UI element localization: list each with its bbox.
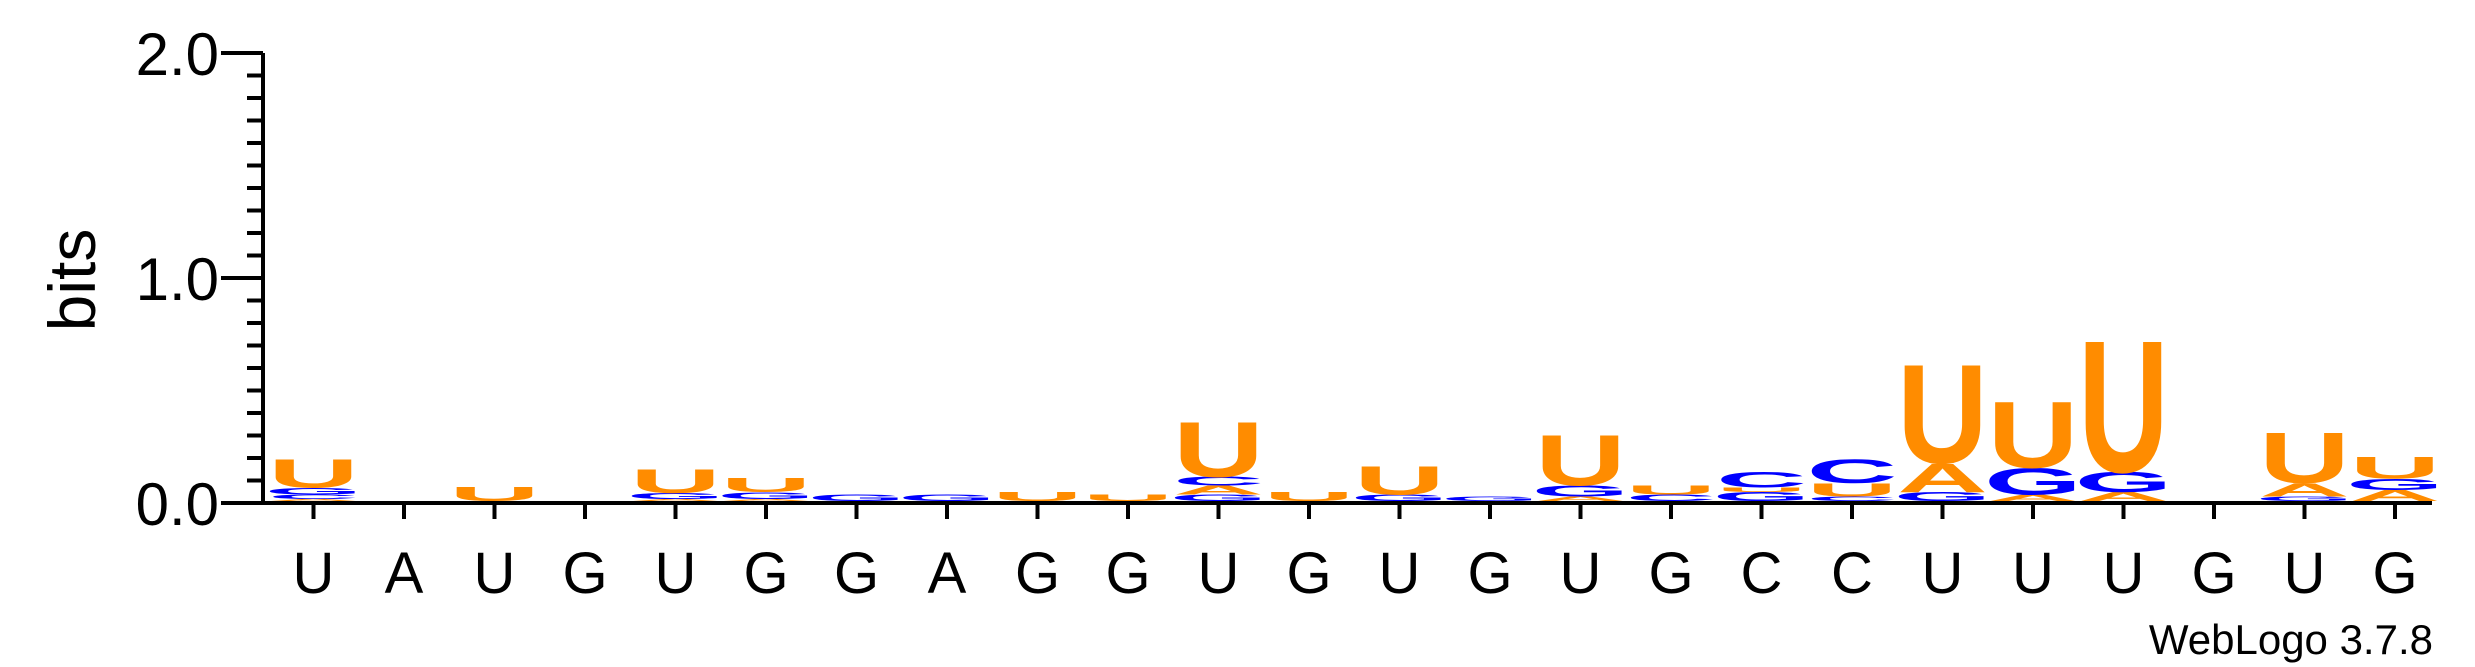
x-tick-label: G	[1467, 541, 1512, 606]
letter-stack: G	[898, 492, 996, 503]
x-tick-label: U	[1922, 541, 1964, 606]
x-tick-label: U	[2284, 541, 2326, 606]
letter-stack: U	[1083, 492, 1174, 503]
x-tick-label: G	[1648, 541, 1693, 606]
letter-stack: AGU	[2075, 301, 2173, 512]
logo-letter: U	[2078, 301, 2169, 512]
x-tick-label: U	[1560, 541, 1602, 606]
x-tick-label: C	[1831, 541, 1873, 606]
logo-letter: U	[2350, 450, 2441, 485]
letter-stack: AGU	[1532, 420, 1630, 503]
letter-stack: AGU	[627, 462, 725, 502]
logo-letter: U	[268, 450, 359, 496]
x-tick-label: G	[1286, 541, 1331, 606]
x-tick-label: G	[2372, 541, 2417, 606]
x-tick-label: U	[1379, 541, 1421, 606]
logo-letter: U	[1988, 382, 2079, 488]
logo-letter: U	[1173, 406, 1264, 494]
logo-letter: U	[2259, 417, 2350, 498]
x-tick-label: G	[1015, 541, 1060, 606]
x-tick-label: A	[385, 541, 424, 606]
letter-stack: GAU	[2256, 417, 2354, 502]
letter-stack: GU	[1351, 457, 1449, 503]
letter-stack: GAU	[1894, 336, 1992, 504]
x-tick-label: C	[1741, 541, 1783, 606]
x-tick-label: G	[2191, 541, 2236, 606]
x-tick-label: G	[834, 541, 879, 606]
x-tick-label: G	[562, 541, 607, 606]
y-tick-label: 0.0	[136, 471, 219, 538]
weblogo-credit: WebLogo 3.7.8	[2149, 616, 2433, 663]
logo-letter: U	[630, 462, 721, 501]
logo-letter: U	[1535, 420, 1626, 501]
logo-letter: U	[1083, 492, 1174, 503]
logo-letter: U	[1897, 336, 1988, 493]
y-tick-label: 2.0	[136, 21, 219, 88]
x-tick-label: G	[1105, 541, 1150, 606]
x-tick-label: U	[2012, 541, 2054, 606]
letter-stack: CU	[1626, 483, 1717, 503]
logo-letter: U	[449, 483, 540, 506]
x-tick-label: U	[655, 541, 697, 606]
logo-letter: U	[992, 490, 1083, 504]
letter-stack: U	[449, 483, 540, 506]
x-tick-label: G	[743, 541, 788, 606]
y-tick-label: 1.0	[136, 246, 219, 313]
y-axis-title: bits	[35, 229, 109, 332]
logo-letter: G	[898, 492, 996, 503]
x-tick-label: U	[1198, 541, 1240, 606]
letter-stack: G	[808, 492, 906, 503]
letter-stack: G	[1441, 495, 1539, 502]
x-tick-label: A	[928, 541, 967, 606]
logo-letter: U	[1264, 490, 1355, 504]
logo-letter: U	[1354, 457, 1445, 503]
logo-letter: U	[721, 474, 812, 497]
letter-stack: U	[1264, 490, 1355, 504]
logo-letter: U	[1626, 483, 1717, 497]
x-tick-label: U	[474, 541, 516, 606]
letter-stack: AGU	[717, 474, 815, 502]
x-tick-label: U	[293, 541, 335, 606]
logo-letter: C	[1807, 452, 1898, 491]
logo-letter: G	[1441, 495, 1539, 502]
letter-stack: AGU	[1984, 382, 2082, 503]
logo-letter: C	[1716, 468, 1807, 493]
logo-letter: G	[808, 492, 906, 503]
letter-stack: AGU	[2346, 450, 2444, 504]
letter-stack: GUC	[1713, 468, 1811, 504]
x-tick-label: U	[2103, 541, 2145, 606]
letter-stack: U	[992, 490, 1083, 504]
letter-stack: CUC	[1807, 452, 1898, 502]
